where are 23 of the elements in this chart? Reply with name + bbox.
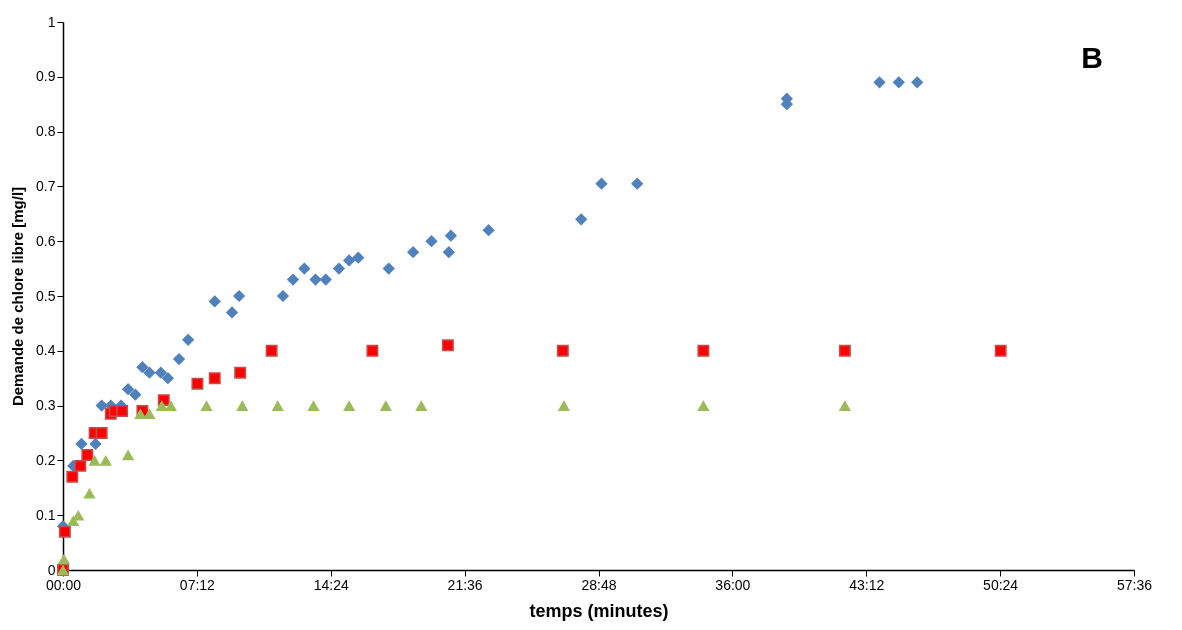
annotation: B	[1081, 41, 1103, 74]
x-tick-label: 00:00	[45, 576, 82, 593]
y-tick-label: 0.2	[36, 451, 56, 468]
x-tick-label: 36:00	[715, 576, 751, 593]
x-tick-label: 43:12	[849, 576, 885, 593]
y-tick-label: 0.7	[36, 177, 56, 194]
y-tick-label: 0.6	[36, 232, 56, 249]
y-tick-label: 0.9	[36, 68, 56, 85]
x-tick-label: 57:36	[1116, 576, 1153, 593]
x-tick-label: 14:24	[313, 576, 349, 593]
y-tick-label: 0.8	[36, 123, 56, 140]
y-axis-title: Demande de chlore libre [mg/l]	[9, 186, 27, 407]
x-tick-label: 07:12	[179, 576, 216, 593]
y-tick-label: 0.5	[36, 287, 56, 304]
y-tick-label: 1	[47, 13, 56, 30]
x-tick-label: 21:36	[447, 576, 483, 593]
y-tick-label: 0.4	[36, 342, 56, 359]
y-tick-label: 0.1	[36, 506, 56, 523]
x-tick-label: 28:48	[581, 576, 617, 593]
x-axis-title: temps (minutes)	[529, 600, 669, 621]
x-tick-label: 50:24	[983, 576, 1019, 593]
y-tick-label: 0	[47, 561, 56, 578]
y-tick-label: 0.3	[36, 397, 56, 414]
